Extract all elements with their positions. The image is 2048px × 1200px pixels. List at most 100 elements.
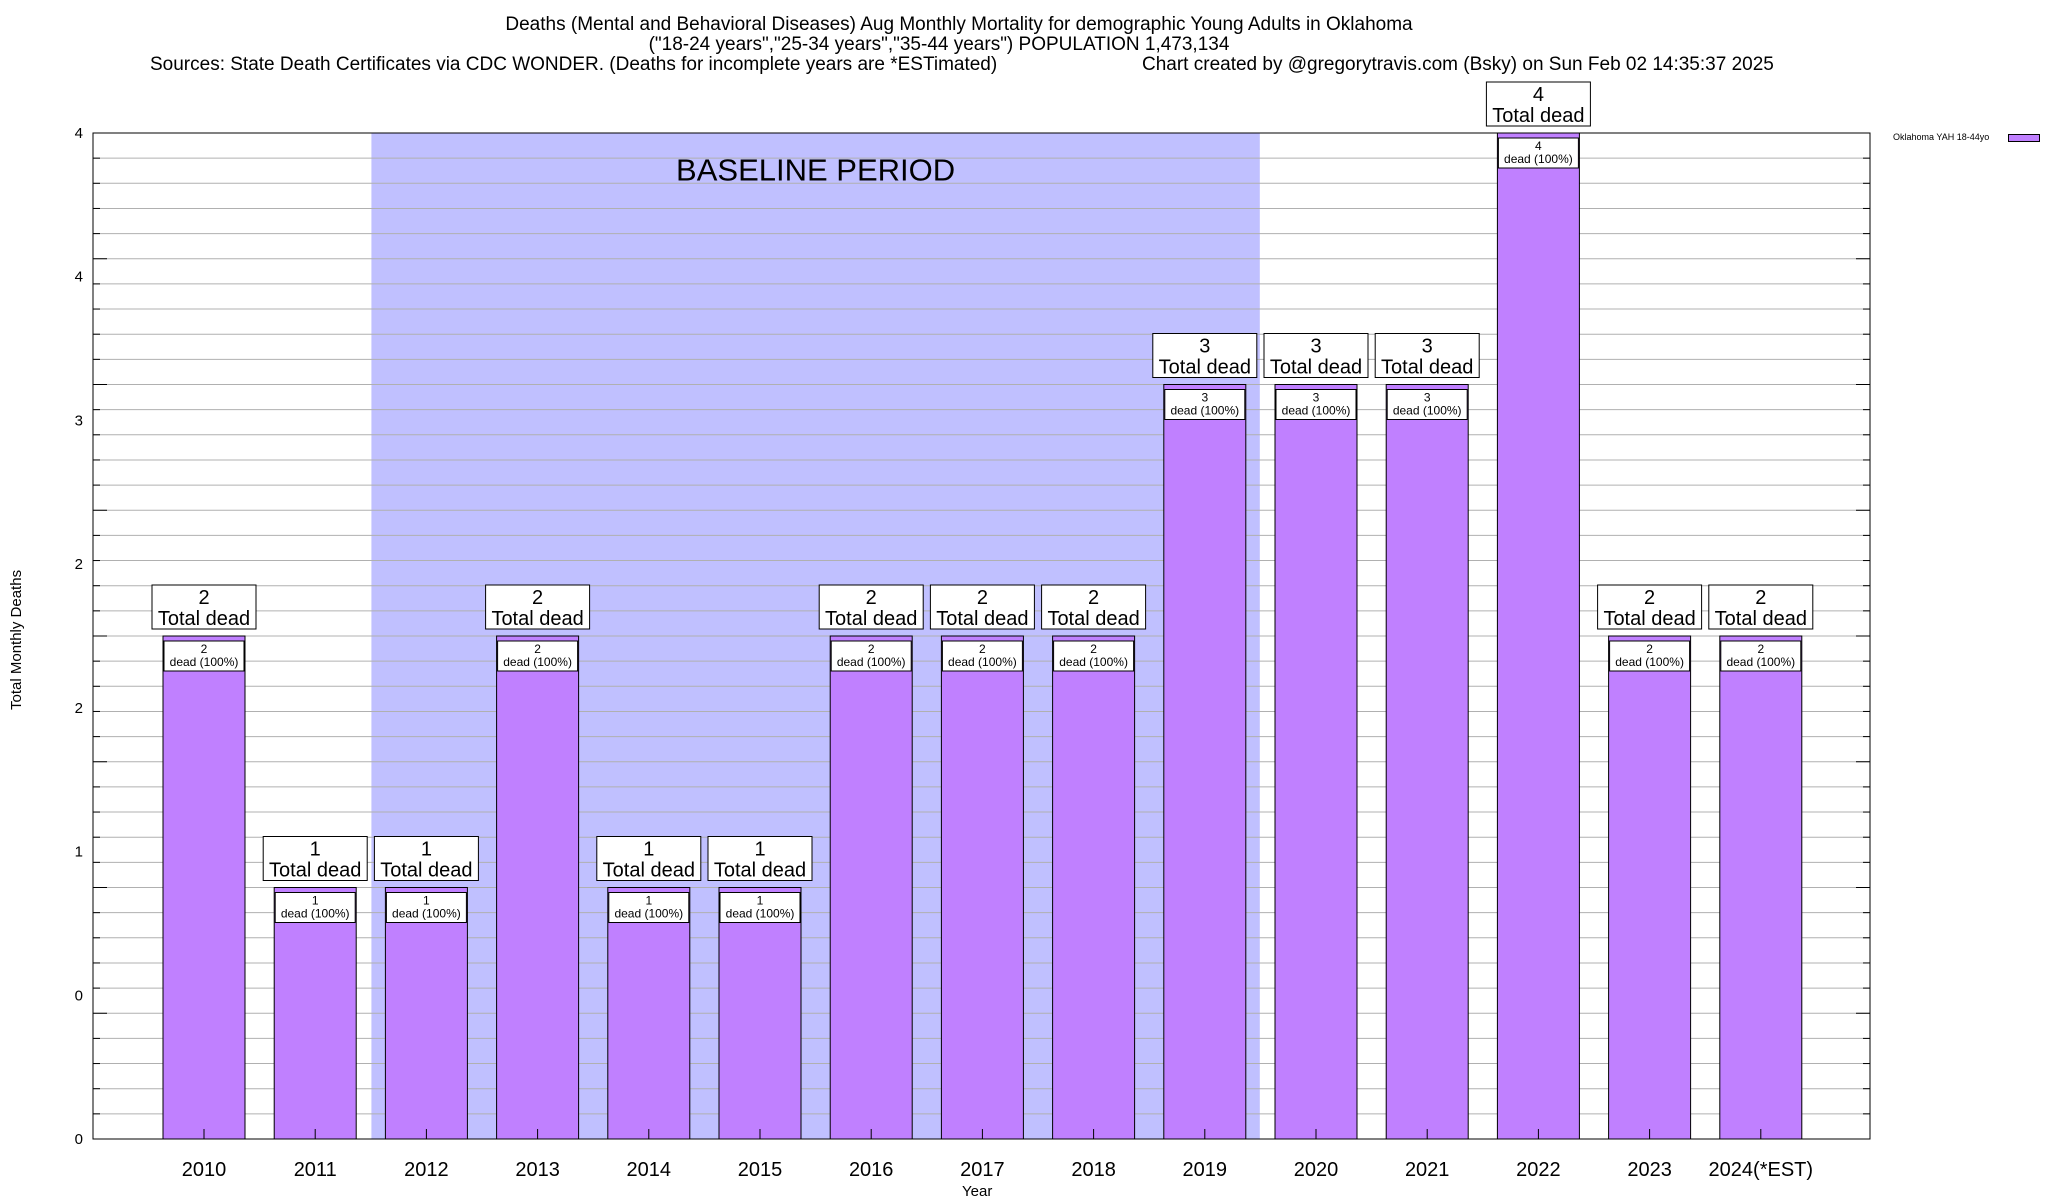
- bar-inner-label: 2 dead (100%): [170, 642, 239, 669]
- bar-inner-label: 1 dead (100%): [726, 894, 795, 921]
- bar-inner-label: 2 dead (100%): [1726, 642, 1795, 669]
- x-tick-label: 2015: [738, 1159, 783, 1181]
- bar-total-label-box: [1041, 584, 1147, 630]
- bar-total-label: 2 Total dead: [1603, 587, 1695, 630]
- y-tick-label: 1: [75, 844, 83, 861]
- bar-inner-label: 3 dead (100%): [1393, 391, 1462, 418]
- bar-total-label: 2 Total dead: [1047, 587, 1139, 630]
- bar: [1163, 384, 1247, 1140]
- bar-inner-label: 2 dead (100%): [948, 642, 1017, 669]
- bar-inner-label: 2 dead (100%): [503, 642, 572, 669]
- x-tick-label: 2016: [849, 1159, 894, 1181]
- bar-total-label: 2 Total dead: [1715, 587, 1807, 630]
- x-tick-label: 2022: [1516, 1159, 1561, 1181]
- bar-inner-label-box: [274, 892, 356, 923]
- y-tick-label: 2: [75, 700, 83, 717]
- bar-inner-label: 3 dead (100%): [1282, 391, 1351, 418]
- bar-total-label: 2 Total dead: [158, 587, 250, 630]
- bar-total-label: 2 Total dead: [825, 587, 917, 630]
- bar-inner-label-box: [1386, 389, 1468, 420]
- bar-total-label-box: [485, 584, 591, 630]
- x-axis-label: Year: [962, 1183, 993, 1200]
- bar-total-label-box: [1597, 584, 1703, 630]
- y-tick-label: 3: [75, 412, 83, 429]
- bar: [1608, 635, 1692, 1140]
- bar-inner-label: 3 dead (100%): [1170, 391, 1239, 418]
- x-tick-label: 2010: [182, 1159, 227, 1181]
- x-tick-label: 2011: [294, 1159, 337, 1181]
- y-tick-label: 0: [75, 1131, 83, 1148]
- bar: [1496, 132, 1580, 1140]
- chart-title-line-1: Deaths (Mental and Behavioral Diseases) …: [505, 14, 1413, 35]
- bar-total-label: 1 Total dead: [603, 839, 695, 882]
- bar-inner-label-box: [1497, 137, 1579, 169]
- bar-total-label-box: [1152, 333, 1258, 378]
- bar: [718, 887, 802, 1140]
- bar-inner-label-box: [830, 640, 912, 672]
- y-tick-label: 4: [75, 269, 83, 286]
- bar-total-label-box: [373, 836, 479, 881]
- bar-inner-label-box: [1275, 389, 1357, 420]
- bar: [607, 887, 691, 1140]
- bar-inner-label: 2 dead (100%): [1615, 642, 1684, 669]
- bar-inner-label-box: [385, 892, 467, 923]
- bar: [1052, 635, 1136, 1140]
- bar-total-label-box: [1485, 81, 1591, 127]
- bar-total-label-box: [151, 584, 257, 630]
- bar: [496, 635, 580, 1140]
- y-tick-label: 2: [75, 556, 83, 573]
- y-tick-label: 0: [75, 987, 83, 1004]
- bar: [940, 635, 1024, 1140]
- bar: [384, 887, 468, 1140]
- bar-total-label: 3 Total dead: [1270, 336, 1362, 379]
- bar: [829, 635, 913, 1140]
- bar-total-label: 1 Total dead: [269, 839, 361, 882]
- bar-inner-label-box: [497, 640, 579, 672]
- baseline-period-label: BASELINE PERIOD: [676, 153, 955, 188]
- bar-total-label-box: [1263, 333, 1369, 378]
- bar-total-label: 2 Total dead: [491, 587, 583, 630]
- bar: [273, 887, 357, 1140]
- bar-inner-label-box: [1609, 640, 1691, 672]
- x-tick-label: 2023: [1627, 1159, 1672, 1181]
- bar-inner-label: 1 dead (100%): [614, 894, 683, 921]
- bar-inner-label-box: [719, 892, 801, 923]
- bar-inner-label: 4 dead (100%): [1504, 139, 1573, 166]
- x-tick-label: 2013: [515, 1159, 560, 1181]
- bar-inner-label-box: [163, 640, 245, 672]
- bar-total-label: 1 Total dead: [714, 839, 806, 882]
- bar-inner-label: 1 dead (100%): [281, 894, 350, 921]
- legend-swatch: [2008, 134, 2040, 142]
- chart-credit-text: Chart created by @gregorytravis.com (Bsk…: [1142, 54, 1774, 75]
- bar-inner-label-box: [941, 640, 1023, 672]
- x-tick-label: 2014: [627, 1159, 672, 1181]
- bar-total-label: 4 Total dead: [1492, 84, 1584, 127]
- x-tick-label: 2012: [404, 1159, 449, 1181]
- bar-inner-label: 1 dead (100%): [392, 894, 461, 921]
- chart-title-line-2: ("18-24 years","25-34 years","35-44 year…: [648, 34, 1230, 55]
- bar-total-label: 2 Total dead: [936, 587, 1028, 630]
- x-tick-label: 2020: [1294, 1159, 1339, 1181]
- legend-series-name: Oklahoma YAH 18-44yo: [1893, 132, 1990, 142]
- plot-border: [92, 132, 1871, 1140]
- bar-total-label: 3 Total dead: [1159, 336, 1251, 379]
- bar-inner-label-box: [1720, 640, 1802, 672]
- x-tick-label: 2021: [1405, 1159, 1450, 1181]
- x-tick-label: 2018: [1071, 1159, 1116, 1181]
- bar: [1719, 635, 1803, 1140]
- bar-total-label-box: [1708, 584, 1814, 630]
- bar-total-label-box: [818, 584, 924, 630]
- bar-total-label-box: [596, 836, 702, 881]
- bar-total-label-box: [707, 836, 813, 881]
- bar-total-label-box: [262, 836, 368, 881]
- bar-total-label: 1 Total dead: [380, 839, 472, 882]
- chart-sources-text: Sources: State Death Certificates via CD…: [150, 54, 998, 75]
- bar-total-label: 3 Total dead: [1381, 336, 1473, 379]
- x-tick-label: 2024(*EST): [1709, 1159, 1814, 1181]
- bar-inner-label-box: [1164, 389, 1246, 420]
- x-tick-label: 2019: [1183, 1159, 1228, 1181]
- bar-total-label-box: [1374, 333, 1480, 378]
- y-tick-label: 4: [75, 125, 83, 142]
- x-tick-label: 2017: [960, 1159, 1005, 1181]
